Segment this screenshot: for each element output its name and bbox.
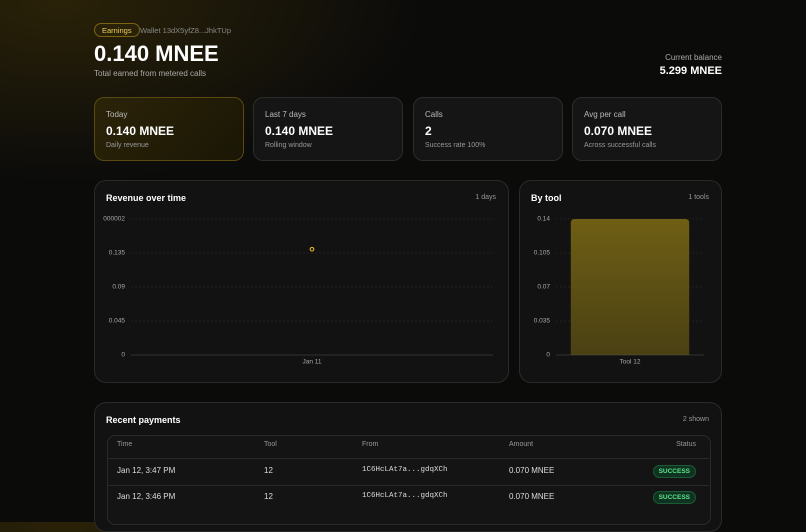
table-title: Recent payments <box>106 415 181 425</box>
column-header: Status <box>676 441 696 448</box>
y-tick-label: 0.035 <box>534 318 551 325</box>
y-tick-label: 0.14 <box>537 216 550 223</box>
column-header: Tool <box>264 441 277 448</box>
balance: 5.299 MNEE <box>659 65 722 77</box>
column-header: Amount <box>509 441 534 448</box>
status-pill: SUCCESS <box>652 491 696 504</box>
total-amount: 0.140 MNEE <box>94 41 219 66</box>
table <box>107 435 711 525</box>
card-label: Avg per call <box>584 110 626 119</box>
card-label: Calls <box>425 110 443 119</box>
header-divider <box>107 458 709 459</box>
line-chart: 0 0.045 0.09 0.135 000002 Jan 11 <box>103 216 493 366</box>
cell: 0.070 MNEE <box>509 492 555 501</box>
point <box>309 246 315 252</box>
y-tick-label: 0.105 <box>534 250 551 257</box>
card-value: 0.140 MNEE <box>106 124 175 138</box>
y-tick-label: 0.135 <box>109 250 126 257</box>
chart-subtitle: 1 tools <box>688 194 709 201</box>
cell: 1C6HcLAt7a...gdqXCh <box>362 466 448 474</box>
y-tick-label: 0 <box>121 352 125 359</box>
card-note: Success rate 100% <box>425 142 486 149</box>
stat-card: Avg per call 0.070 MNEE Across successful … <box>572 97 722 161</box>
cell: 12 <box>264 466 273 475</box>
payments-panel: Recent payments 2 shown <box>94 402 722 532</box>
card-value: 2 <box>425 124 432 138</box>
card-value: 0.070 MNEE <box>584 124 653 138</box>
cell: 12 <box>264 492 273 501</box>
column-header: Time <box>117 441 133 448</box>
total-subtitle: Total earned from metered calls <box>94 69 207 78</box>
chart-subtitle: 1 days <box>475 194 496 201</box>
cell: 1C6HcLAt7a...gdqXCh <box>362 492 448 500</box>
bar-chart: 0 0.035 0.07 0.105 0.14 Tool 12 <box>534 216 704 366</box>
cell: Jan 12, 3:46 PM <box>117 492 176 501</box>
y-tick-label: 0.045 <box>109 318 126 325</box>
balance-label: Current balance <box>665 53 722 62</box>
card-note: Rolling window <box>265 142 312 149</box>
card-note: Daily revenue <box>106 142 149 149</box>
row-divider <box>107 485 709 486</box>
y-tick-label: 0 <box>546 352 550 359</box>
bar <box>570 219 690 355</box>
stat-card: Calls 2 Success rate 100% <box>413 97 563 161</box>
card-value: 0.140 MNEE <box>265 124 334 138</box>
y-tick-label: 0.09 <box>112 284 125 291</box>
earnings-badge: Earnings <box>94 23 140 37</box>
status-pill: SUCCESS <box>652 465 696 478</box>
stat-card: Last 7 days 0.140 MNEE Rolling window <box>253 97 403 161</box>
line-panel: Revenue over time 1 days 0 0.045 0.09 0.135… <box>94 180 509 383</box>
chart-title: By tool <box>531 193 562 203</box>
card-note: Across successful calls <box>584 142 656 149</box>
bar-panel: By tool 1 tools 0 0.035 0.07 0.105 0.14 Tool … <box>519 180 722 383</box>
card-label: Today <box>106 110 128 119</box>
stat-card: Today 0.140 MNEE Daily revenue <box>94 97 244 161</box>
cell: Jan 12, 3:47 PM <box>117 466 176 475</box>
table-count: 2 shown <box>682 416 709 423</box>
cell: 0.070 MNEE <box>509 466 555 475</box>
y-tick-label: 000002 <box>103 216 125 223</box>
wallet: Wallet 13dX5yfZ8...JhkTUp <box>140 26 232 35</box>
x-tick-label: Jan 11 <box>302 359 321 366</box>
y-tick-label: 0.07 <box>537 284 550 291</box>
x-tick-label: Tool 12 <box>620 359 641 366</box>
card-label: Last 7 days <box>265 110 306 119</box>
column-header: From <box>362 441 379 448</box>
chart-title: Revenue over time <box>106 193 187 203</box>
